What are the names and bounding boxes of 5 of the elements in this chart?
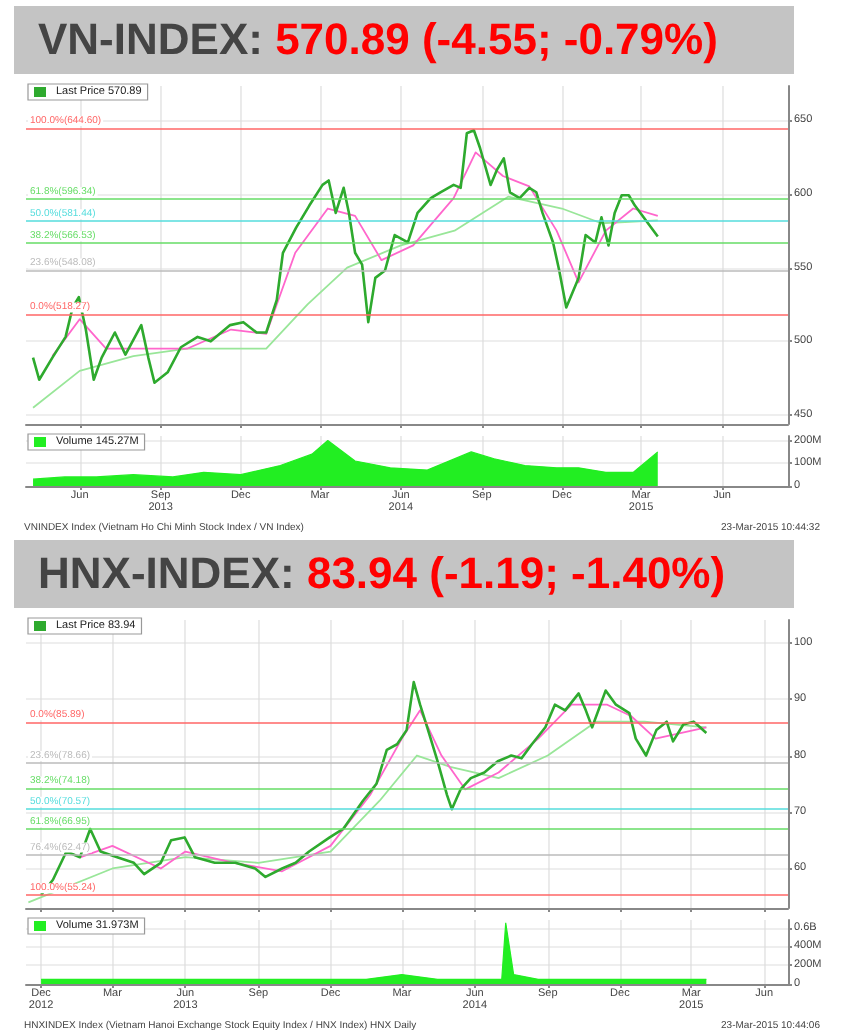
line-series bbox=[32, 195, 659, 409]
line-series bbox=[27, 720, 708, 904]
line-series bbox=[31, 128, 660, 384]
chart-title: HNX-INDEX: 83.94 (-1.19; -1.40%) bbox=[38, 548, 726, 598]
chart-title: VN-INDEX: 570.89 (-4.55; -0.79%) bbox=[38, 14, 718, 64]
